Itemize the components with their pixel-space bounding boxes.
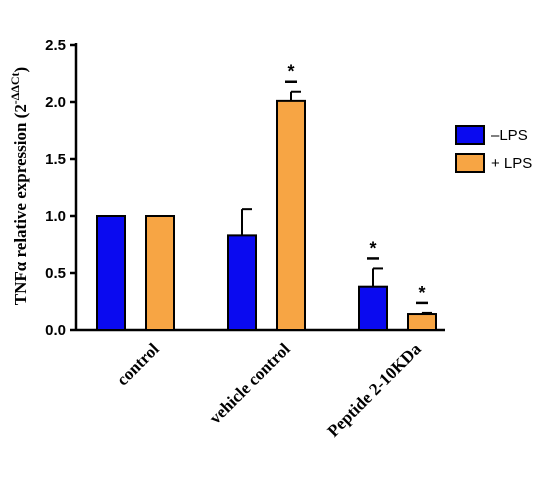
x-category-label: vehicle control <box>205 339 294 428</box>
bars: * * * <box>96 62 437 332</box>
legend: –LPS + LPS <box>455 125 532 173</box>
x-category-label: control <box>113 339 163 389</box>
bar <box>407 313 437 332</box>
bar <box>145 215 175 331</box>
significance-star: * <box>287 62 294 82</box>
significance-star: * <box>418 283 425 303</box>
y-tick-label: 2.5 <box>45 37 66 54</box>
legend-label: + LPS <box>491 155 532 172</box>
y-tick-label: 1.0 <box>45 208 66 225</box>
bar <box>96 215 126 331</box>
svg-text:TNFα relative expression (2-ΔΔ: TNFα relative expression (2-ΔΔCt) <box>8 67 30 305</box>
legend-swatch <box>455 125 485 145</box>
y-axis-label-main: TNFα relative expression (2 <box>11 104 30 305</box>
y-axis-ticks: 0.0 0.5 1.0 1.5 2.0 2.5 <box>45 37 76 339</box>
y-axis-label: TNFα relative expression (2-ΔΔCt) <box>8 67 30 305</box>
y-tick-label: 1.5 <box>45 151 66 168</box>
y-tick-label: 0.5 <box>45 265 66 282</box>
bar <box>358 285 388 331</box>
y-axis-label-superscript: -ΔΔCt <box>8 72 22 104</box>
x-category-label: Peptide 2-10KDa <box>324 339 426 441</box>
y-tick-label: 2.0 <box>45 94 66 111</box>
x-axis-labels: control vehicle control Peptide 2-10KDa <box>113 339 425 441</box>
bar <box>227 234 257 332</box>
legend-label: –LPS <box>491 127 528 144</box>
y-tick-label: 0.0 <box>45 322 66 339</box>
bar <box>276 99 306 331</box>
axes <box>74 43 445 332</box>
significance-star: * <box>369 238 376 258</box>
legend-swatch <box>455 153 485 173</box>
y-axis-label-close: ) <box>11 67 30 73</box>
